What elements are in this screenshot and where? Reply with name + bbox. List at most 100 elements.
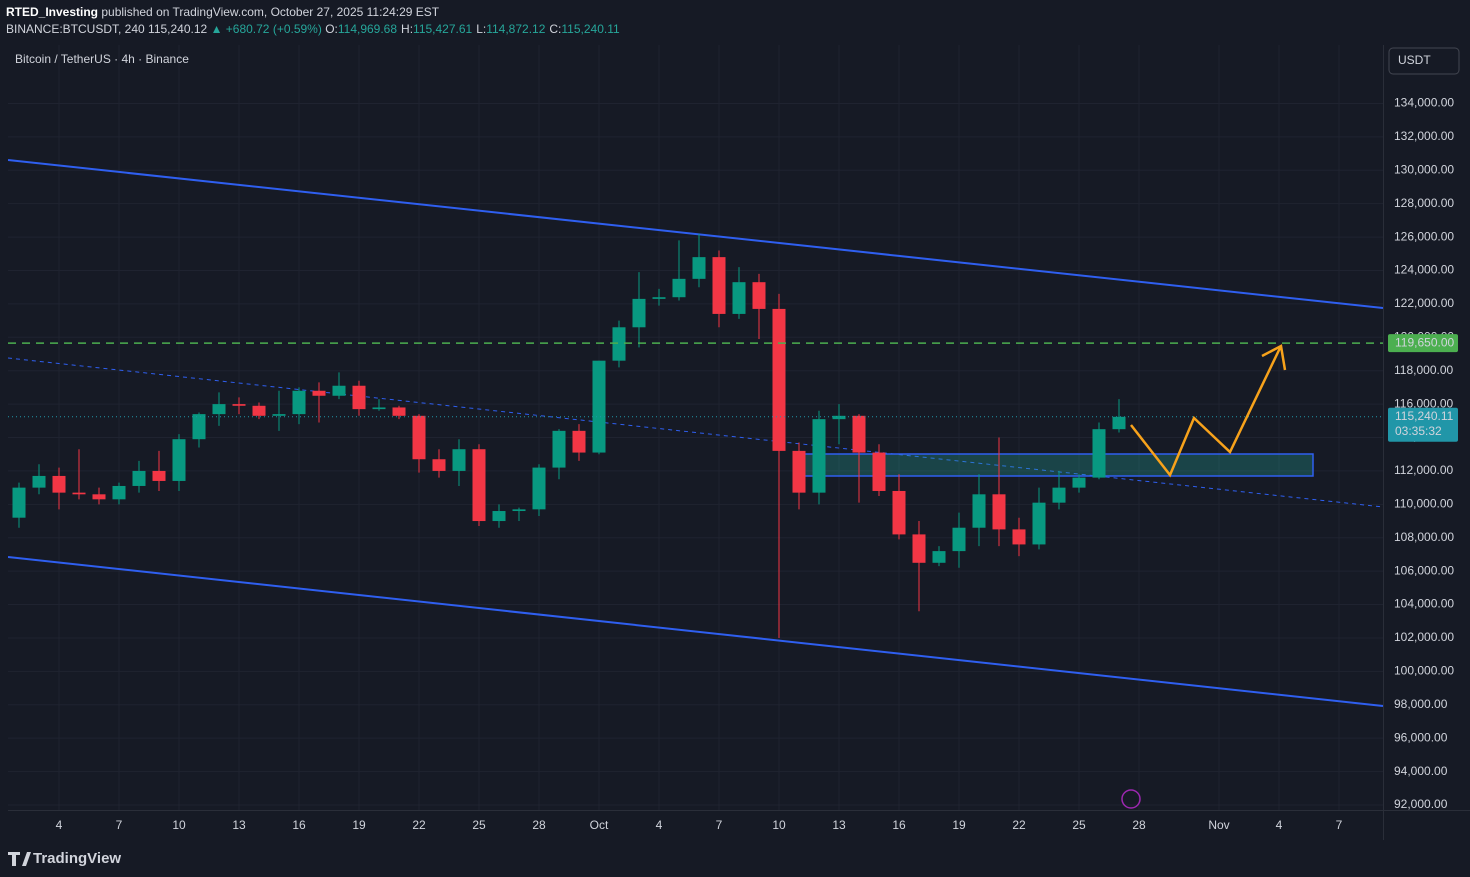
brand: TradingView [33, 850, 121, 867]
y-tick-label: 118,000.00 [1394, 363, 1453, 377]
x-tick-label: 28 [1132, 818, 1146, 832]
channel-upper [8, 159, 1383, 309]
candle-body [32, 475, 46, 488]
x-tick-label: 16 [292, 818, 306, 832]
candle-body [552, 430, 566, 468]
candle-body [972, 494, 986, 528]
candle-body [152, 470, 166, 481]
y-tick-label: 116,000.00 [1394, 396, 1453, 410]
candle-body [232, 404, 246, 406]
y-tick-label: 102,000.00 [1394, 630, 1454, 644]
channel-mid [8, 357, 1383, 508]
ohlc-value: 115,427.61 [413, 22, 473, 36]
ohlc-key: O: [325, 22, 338, 36]
candle-body [632, 298, 646, 328]
x-tick-label: 22 [1012, 818, 1026, 832]
currency-label: USDT [1398, 53, 1431, 67]
candle-body [732, 282, 746, 314]
ohlc: O:114,969.68 H:115,427.61 L:114,872.12 C:11… [325, 22, 623, 36]
x-tick-label: 10 [772, 818, 786, 832]
y-tick-label: 106,000.00 [1394, 563, 1454, 577]
channel-lower [8, 556, 1383, 707]
x-tick-label: 16 [892, 818, 906, 832]
y-tick-label: 124,000.00 [1394, 263, 1454, 277]
candle-body [1092, 429, 1106, 478]
candle-body [392, 407, 406, 416]
candle-body [572, 430, 586, 453]
ohlc-value: 114,872.12 [486, 22, 546, 36]
candle-body [172, 439, 186, 481]
y-tick-label: 110,000.00 [1394, 497, 1453, 511]
change: ▲ +680.72 (+0.59%) [210, 22, 322, 36]
y-tick-label: 104,000.00 [1394, 597, 1454, 611]
x-tick-label: 4 [56, 818, 63, 832]
candle-body [252, 405, 266, 416]
candle-body [192, 414, 206, 440]
candle-body [692, 257, 706, 279]
x-tick-label: 19 [352, 818, 366, 832]
published: published on TradingView.com, October 27… [101, 5, 440, 19]
y-tick-label: 134,000.00 [1394, 96, 1454, 110]
candle-body [512, 509, 526, 512]
candle-body [932, 551, 946, 563]
currency-button[interactable] [1388, 47, 1460, 75]
candle-body [752, 282, 766, 309]
candle-body [952, 527, 966, 552]
y-tick-label: 94,000.00 [1394, 764, 1448, 778]
candle-body [1032, 502, 1046, 545]
candle-body [832, 415, 846, 420]
chart-title: Bitcoin / TetherUS · 4h · Binance [15, 52, 189, 66]
candle-body [592, 360, 606, 453]
candle-body [292, 390, 306, 415]
price: 115,240.12 [148, 22, 208, 36]
x-tick-label: 7 [116, 818, 123, 832]
last-price-bg [1388, 407, 1458, 442]
ohlc-value: 115,240.11 [561, 22, 620, 36]
candle-body [472, 449, 486, 522]
candle-body [312, 390, 326, 396]
x-tick-label: 25 [1072, 818, 1086, 832]
candle-body [912, 534, 926, 563]
candle-body [712, 257, 726, 314]
x-tick-label: 13 [832, 818, 846, 832]
candle-body [0, 518, 6, 533]
candle-body [92, 494, 106, 500]
candle-body [872, 452, 886, 491]
brand-logo [8, 852, 31, 866]
x-tick-label: 4 [1276, 818, 1283, 832]
x-tick-label: 7 [1336, 818, 1343, 832]
header: RTED_Investing published on TradingView.… [6, 4, 624, 38]
candle-body [1112, 416, 1126, 430]
candle-body [672, 278, 686, 298]
candle-body [992, 494, 1006, 530]
ohlc-value: 114,969.68 [337, 22, 398, 36]
ohlc-key: C: [549, 22, 562, 36]
y-tick-label: 128,000.00 [1394, 196, 1454, 210]
countdown: 03:35:32 [1395, 424, 1442, 438]
x-tick-label: 7 [716, 818, 723, 832]
candle-body [412, 415, 426, 460]
candle-body [72, 492, 86, 495]
y-tick-label: 112,000.00 [1394, 463, 1453, 477]
candle-body [52, 475, 66, 493]
projection-arrow [1261, 344, 1287, 371]
candle-body [892, 490, 906, 535]
x-tick-label: 13 [232, 818, 246, 832]
level-label: 119,650.00 [1395, 335, 1454, 349]
candle-body [432, 459, 446, 471]
candle-body [372, 407, 386, 410]
x-tick-label: 28 [532, 818, 546, 832]
drawings [8, 159, 1383, 707]
x-tick-label: 4 [656, 818, 663, 832]
y-tick-label: 122,000.00 [1394, 296, 1454, 310]
candle-body [532, 467, 546, 510]
candle-body [792, 450, 806, 493]
candle-body [772, 308, 786, 451]
candle-body [492, 511, 506, 522]
y-tick-label: 96,000.00 [1394, 730, 1448, 744]
candle-body [812, 419, 826, 493]
event-icon [1121, 789, 1141, 809]
x-tick-label: 22 [412, 818, 426, 832]
